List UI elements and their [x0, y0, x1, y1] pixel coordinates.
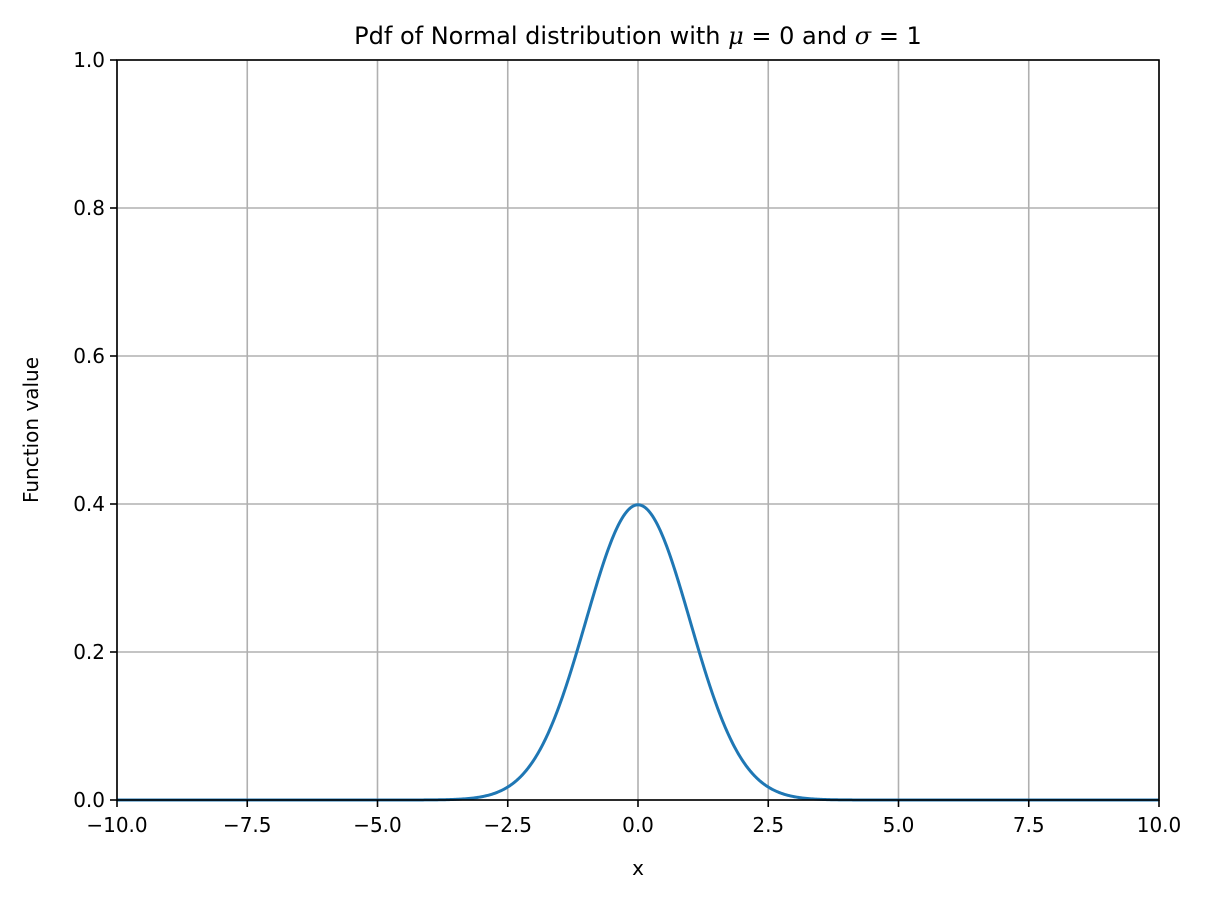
- grid-lines: [116, 59, 1160, 801]
- x-tick-label: −7.5: [223, 813, 272, 837]
- x-tick-label: 10.0: [1137, 813, 1182, 837]
- chart-title: Pdf of Normal distribution with μ = 0 an…: [354, 22, 922, 50]
- y-tick-label: 0.4: [73, 492, 105, 516]
- title-sigma-symbol: σ: [855, 22, 872, 50]
- x-axis-label: x: [632, 856, 644, 880]
- x-tick-label: −10.0: [86, 813, 147, 837]
- y-tick-label: 1.0: [73, 48, 105, 72]
- title-sigma-value: = 1: [871, 22, 922, 50]
- x-axis-ticks: −10.0 −7.5 −5.0 −2.5 0.0 2.5 5.0 7.5 10.0: [86, 800, 1181, 837]
- x-tick-label: −5.0: [353, 813, 402, 837]
- title-and: and: [794, 22, 854, 50]
- y-tick-label: 0.8: [73, 196, 105, 220]
- title-mu-value: = 0: [744, 22, 795, 50]
- y-tick-label: 0.2: [73, 640, 105, 664]
- x-tick-label: 7.5: [1013, 813, 1045, 837]
- y-axis-label: Function value: [19, 357, 43, 503]
- y-tick-label: 0.6: [73, 344, 105, 368]
- title-mu-symbol: μ: [728, 22, 744, 50]
- x-tick-label: −2.5: [483, 813, 532, 837]
- x-tick-label: 0.0: [622, 813, 654, 837]
- x-tick-label: 5.0: [883, 813, 915, 837]
- y-axis-ticks: 0.0 0.2 0.4 0.6 0.8 1.0: [73, 48, 117, 812]
- y-tick-label: 0.0: [73, 788, 105, 812]
- x-tick-label: 2.5: [752, 813, 784, 837]
- title-prefix: Pdf of Normal distribution with: [354, 22, 728, 50]
